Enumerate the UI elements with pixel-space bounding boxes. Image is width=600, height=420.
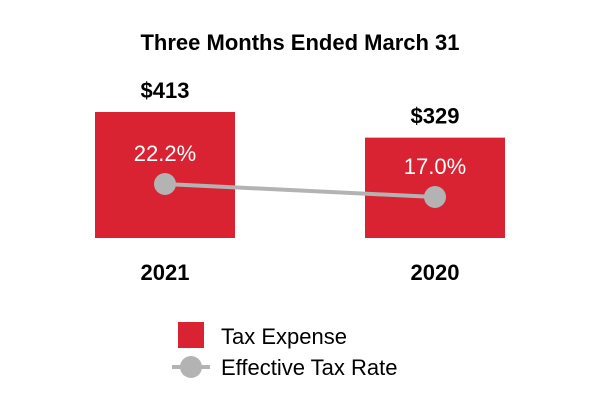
category-label-2020: 2020	[411, 260, 460, 285]
bar-value-label-2021: $413	[141, 78, 190, 103]
rate-point-2021	[154, 173, 176, 195]
rate-label-2020: 17.0%	[404, 154, 466, 179]
chart-title: Three Months Ended March 31	[140, 30, 459, 55]
bar-value-label-2020: $329	[411, 104, 460, 129]
legend-marker-effective-tax-rate	[180, 356, 202, 378]
effective-tax-rate-line	[164, 182, 436, 199]
rate-point-2020	[424, 186, 446, 208]
rate-line-layer	[154, 173, 446, 208]
rate-label-2021: 22.2%	[134, 141, 196, 166]
legend-label-tax-expense: Tax Expense	[221, 324, 347, 349]
legend-swatch-tax-expense	[178, 322, 204, 348]
legend: Tax Expense Effective Tax Rate	[172, 322, 398, 380]
category-label-2021: 2021	[141, 260, 190, 285]
legend-label-effective-tax-rate: Effective Tax Rate	[221, 355, 398, 380]
labels-layer: $413 2021 $329 2020 22.2% 17.0%	[134, 78, 466, 285]
